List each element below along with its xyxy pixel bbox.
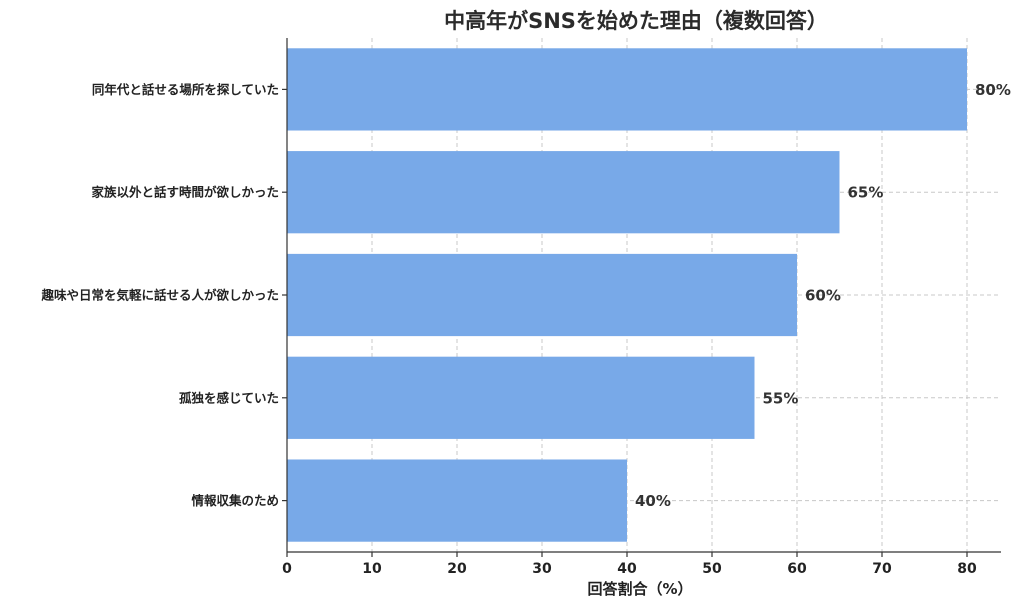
category-label: 孤独を感じていた <box>179 390 279 405</box>
x-tick-label: 10 <box>362 561 382 577</box>
data-label: 55% <box>763 389 799 407</box>
bar <box>287 253 797 337</box>
category-label: 趣味や日常を気軽に話せる人が欲しかった <box>40 288 279 303</box>
chart-title: 中高年がSNSを始めた理由（複数回答） <box>444 9 828 33</box>
category-label: 同年代と話せる場所を探していた <box>92 82 279 97</box>
x-tick-label: 30 <box>532 561 552 577</box>
x-tick-label: 0 <box>282 561 292 577</box>
x-axis-label: 回答割合（%） <box>587 580 692 598</box>
x-tick-label: 40 <box>617 561 637 577</box>
category-label: 情報収集のため <box>191 493 279 508</box>
x-tick-label: 60 <box>787 561 807 577</box>
data-label: 65% <box>848 184 884 202</box>
bars <box>287 48 967 542</box>
bar <box>287 48 967 131</box>
x-axis-ticks: 0 10 20 30 40 50 60 70 80 <box>282 552 977 577</box>
bar <box>287 459 627 542</box>
x-tick-label: 20 <box>447 561 467 577</box>
data-label: 80% <box>975 81 1011 99</box>
x-tick-label: 80 <box>957 561 977 577</box>
category-label: 家族以外と話す時間が欲しかった <box>91 185 279 200</box>
bar <box>287 356 755 439</box>
x-tick-label: 70 <box>872 561 892 577</box>
data-labels: 80% 65% 60% 55% 40% <box>635 81 1011 510</box>
x-tick-label: 50 <box>702 561 722 577</box>
data-label: 60% <box>805 287 841 305</box>
data-label: 40% <box>635 492 671 510</box>
bar <box>287 151 840 234</box>
y-axis-categories: 同年代と話せる場所を探していた家族以外と話す時間が欲しかった趣味や日常を気軽に話… <box>40 82 287 508</box>
